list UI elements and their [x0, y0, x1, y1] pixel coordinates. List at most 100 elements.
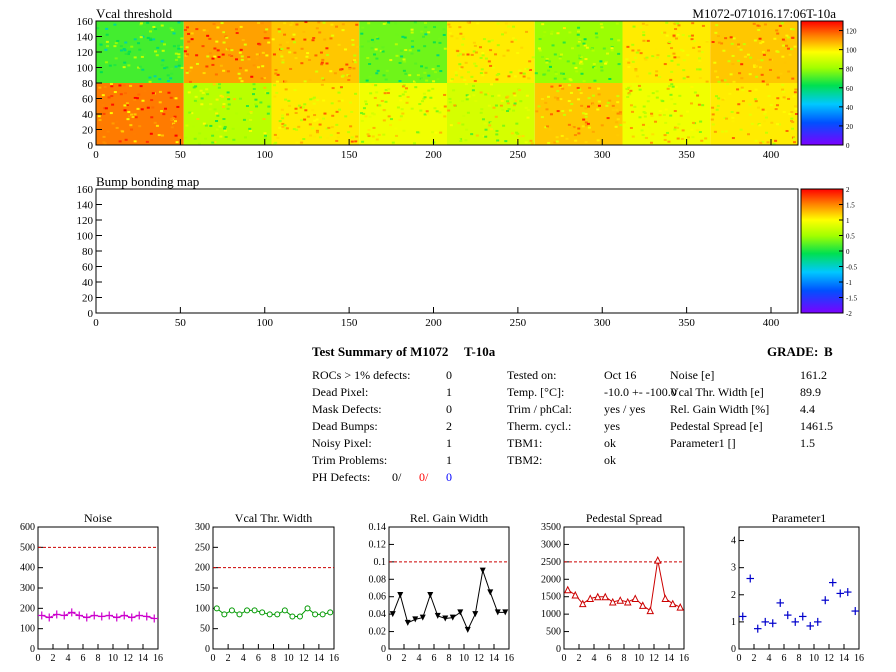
pixel-speckle: [578, 57, 582, 60]
x-tick-label: 2: [226, 653, 231, 664]
pixel-speckle: [155, 54, 159, 57]
pixel-speckle: [281, 114, 285, 117]
pixel-speckle: [338, 108, 342, 111]
x-tick-label: 8: [447, 653, 452, 664]
pixel-speckle: [341, 29, 345, 32]
pixel-speckle: [380, 99, 384, 102]
pixel-speckle: [760, 73, 764, 76]
x-tick-label: 350: [678, 149, 695, 161]
x-tick-label: 4: [767, 653, 772, 664]
x-tick-label: 14: [138, 653, 148, 664]
pixel-speckle: [399, 49, 403, 52]
pixel-speckle: [676, 126, 680, 129]
pixel-speckle: [439, 70, 443, 73]
pixel-speckle: [464, 139, 468, 142]
x-tick-label: 0: [93, 317, 99, 329]
pixel-speckle: [177, 53, 181, 56]
pixel-speckle: [187, 32, 191, 35]
color-scale-label: 2: [846, 186, 850, 194]
pixel-speckle: [367, 135, 371, 138]
pixel-speckle: [367, 40, 371, 43]
pixel-speckle: [668, 85, 672, 88]
pixel-speckle: [432, 41, 436, 44]
x-tick-label: 100: [257, 317, 274, 329]
pixel-speckle: [396, 106, 400, 109]
pixel-speckle: [615, 22, 619, 25]
pixel-speckle: [496, 44, 500, 47]
pixel-speckle: [350, 136, 354, 139]
roc-cell: [447, 83, 535, 145]
pixel-speckle: [222, 105, 226, 108]
pixel-speckle: [121, 130, 125, 133]
pixel-speckle: [792, 141, 796, 144]
pixel-speckle: [179, 45, 183, 48]
pixel-speckle: [547, 60, 551, 63]
pixel-speckle: [575, 70, 579, 73]
pixel-speckle: [770, 121, 774, 124]
y-tick-label: 80: [82, 246, 94, 258]
pixel-speckle: [794, 113, 798, 116]
pixel-speckle: [98, 86, 102, 89]
pixel-speckle: [217, 86, 221, 89]
pixel-speckle: [398, 118, 402, 121]
pixel-speckle: [788, 53, 792, 56]
pixel-speckle: [521, 135, 525, 138]
pixel-speckle: [133, 96, 137, 99]
pixel-speckle: [562, 27, 566, 30]
pixel-speckle: [582, 118, 586, 121]
pixel-speckle: [540, 116, 544, 119]
pixel-speckle: [524, 67, 528, 70]
pixel-speckle: [329, 37, 333, 40]
pixel-speckle: [538, 38, 542, 41]
pixel-speckle: [591, 94, 595, 97]
pixel-speckle: [697, 50, 701, 53]
pixel-speckle: [317, 21, 321, 24]
pixel-speckle: [331, 114, 335, 117]
pixel-speckle: [711, 106, 715, 109]
pixel-speckle: [459, 32, 463, 35]
pixel-speckle: [170, 28, 174, 31]
pixel-speckle: [222, 122, 226, 125]
pixel-speckle: [567, 100, 571, 103]
pixel-speckle: [400, 55, 404, 58]
pixel-speckle: [106, 45, 110, 48]
pixel-speckle: [102, 112, 106, 115]
pixel-speckle: [730, 42, 734, 45]
pixel-speckle: [757, 28, 761, 31]
pixel-speckle: [403, 60, 407, 63]
roc-cell: [710, 21, 798, 83]
pixel-speckle: [509, 71, 513, 74]
pixel-speckle: [440, 105, 444, 108]
pixel-speckle: [584, 141, 588, 144]
pixel-speckle: [772, 142, 776, 145]
data-point: [608, 597, 617, 606]
pixel-speckle: [550, 32, 554, 35]
x-tick-label: 0: [211, 653, 216, 664]
pixel-speckle: [465, 98, 469, 101]
pixel-speckle: [448, 97, 452, 100]
pixel-speckle: [265, 28, 269, 31]
pixel-speckle: [577, 40, 581, 43]
pixel-speckle: [167, 91, 171, 94]
pixel-speckle: [663, 63, 667, 66]
pixel-speckle: [530, 142, 534, 145]
pixel-speckle: [243, 43, 247, 46]
pixel-speckle: [376, 37, 380, 40]
pixel-speckle: [205, 29, 209, 32]
pixel-speckle: [669, 93, 673, 96]
pixel-speckle: [160, 134, 164, 137]
pixel-speckle: [782, 96, 786, 99]
pixel-speckle: [360, 44, 364, 47]
pixel-speckle: [625, 58, 629, 61]
map2-title: Bump bonding map: [96, 174, 199, 189]
pixel-speckle: [460, 76, 464, 79]
pixel-speckle: [743, 55, 747, 58]
pixel-speckle: [698, 59, 702, 62]
pixel-speckle: [202, 72, 206, 75]
pixel-speckle: [434, 131, 438, 134]
pixel-speckle: [453, 88, 457, 91]
pixel-speckle: [172, 32, 176, 35]
pixel-speckle: [331, 87, 335, 90]
pixel-speckle: [423, 45, 427, 48]
